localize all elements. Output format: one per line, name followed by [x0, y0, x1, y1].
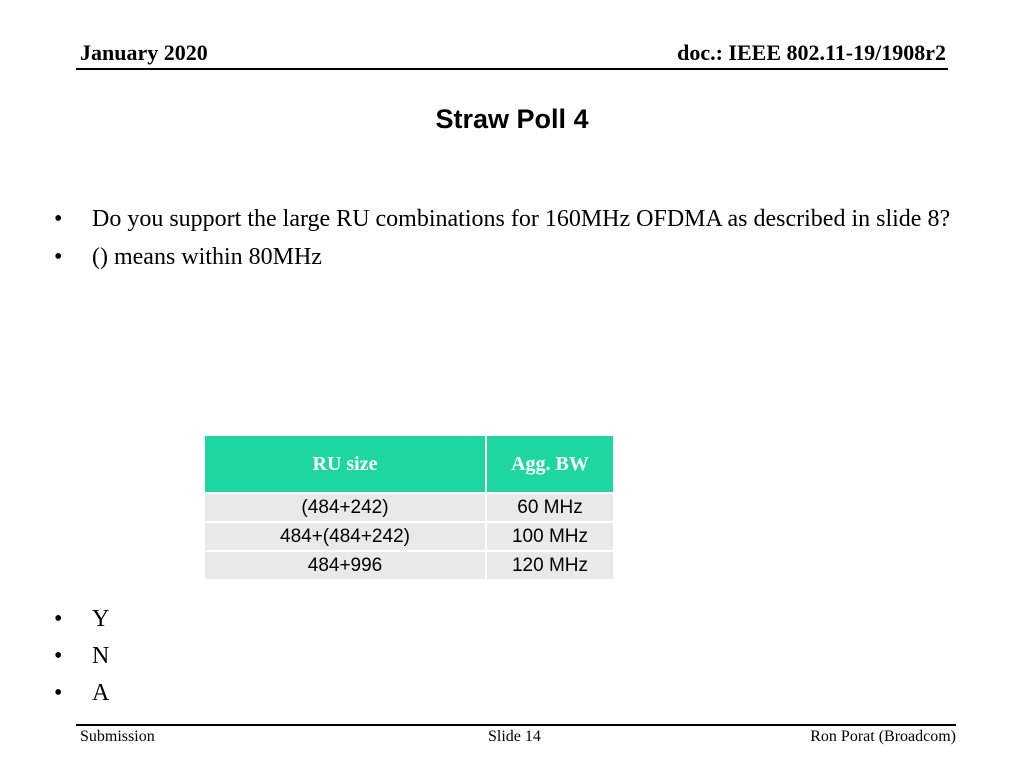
- table-header-row: RU size Agg. BW: [205, 436, 613, 493]
- table-row: 484+996 120 MHz: [205, 550, 613, 579]
- vote-option-label: A: [92, 680, 110, 706]
- cell-ru-size: (484+242): [205, 492, 487, 522]
- question-text: Do you support the large RU combinations…: [92, 206, 951, 232]
- note-text: () means within 80MHz: [92, 244, 322, 270]
- header-agg-bw: Agg. BW: [486, 436, 613, 493]
- cell-agg-bw: 120 MHz: [486, 550, 613, 579]
- question-bullet-list: • Do you support the large RU combinatio…: [52, 204, 992, 280]
- vote-option-no: • N: [52, 641, 992, 671]
- question-bullet: • Do you support the large RU combinatio…: [52, 204, 992, 234]
- footer-submission: Submission: [80, 728, 155, 745]
- table-row: 484+(484+242) 100 MHz: [205, 521, 613, 551]
- footer-divider: [76, 724, 956, 726]
- bullet-icon: •: [54, 643, 63, 669]
- header-divider: [76, 68, 948, 70]
- bullet-icon: •: [54, 606, 63, 632]
- header-ru-size: RU size: [205, 436, 487, 493]
- note-bullet: • () means within 80MHz: [52, 242, 992, 272]
- ru-combination-table: RU size Agg. BW (484+242) 60 MHz 484+(48…: [205, 436, 613, 579]
- cell-ru-size: 484+(484+242): [205, 521, 487, 551]
- vote-option-abstain: • A: [52, 678, 992, 708]
- vote-option-label: N: [92, 643, 110, 669]
- bullet-icon: •: [54, 680, 63, 706]
- footer-slide-number: Slide 14: [488, 728, 541, 745]
- vote-option-label: Y: [92, 606, 110, 632]
- header-doc-id: doc.: IEEE 802.11-19/1908r2: [677, 40, 946, 65]
- bullet-icon: •: [54, 244, 63, 270]
- slide-title: Straw Poll 4: [435, 104, 589, 134]
- footer-author: Ron Porat (Broadcom): [810, 728, 956, 745]
- table-row: (484+242) 60 MHz: [205, 492, 613, 522]
- bullet-icon: •: [54, 206, 63, 232]
- vote-option-list: • Y • N • A: [52, 604, 992, 715]
- header-date: January 2020: [80, 40, 208, 65]
- cell-agg-bw: 100 MHz: [486, 521, 613, 551]
- cell-agg-bw: 60 MHz: [486, 492, 613, 522]
- vote-option-yes: • Y: [52, 604, 992, 634]
- cell-ru-size: 484+996: [205, 550, 487, 579]
